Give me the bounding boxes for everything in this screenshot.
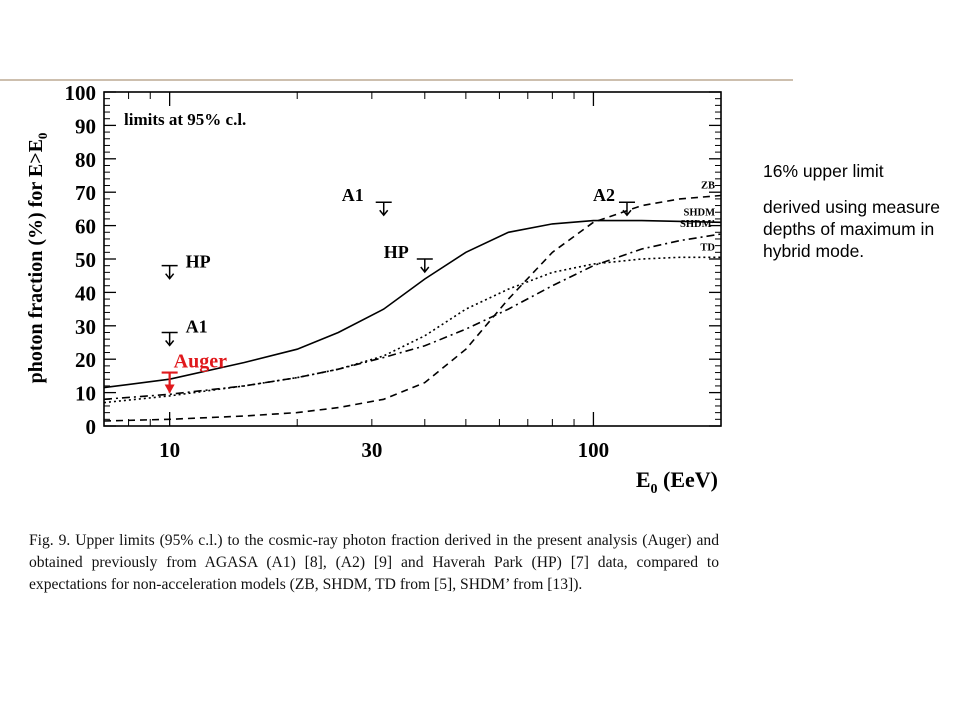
upper-limit-arrowhead-a1-10 xyxy=(165,340,175,347)
upper-limit-label-auger-10: Auger xyxy=(174,351,227,373)
upper-limit-arrowhead-hp-40 xyxy=(420,266,430,274)
upper-limit-arrowhead-a1-32 xyxy=(379,209,389,217)
y-tick-label: 70 xyxy=(75,181,96,205)
y-tick-label: 60 xyxy=(75,215,96,239)
slide-side-note: 16% upper limit derived using measure de… xyxy=(763,160,953,262)
series-label-zb: ZB xyxy=(701,181,715,192)
side-note-body: derived using measure depths of maximum … xyxy=(763,197,941,261)
y-tick-label: 30 xyxy=(75,315,96,339)
y-axis-label: photon fraction (%) for E>E0 xyxy=(25,133,50,384)
y-tick-label: 20 xyxy=(75,348,96,372)
upper-limit-arrowhead-a2-120 xyxy=(622,209,632,217)
title-divider-rule xyxy=(0,79,793,81)
y-tick-label: 10 xyxy=(75,382,96,406)
inset-label: limits at 95% c.l. xyxy=(124,110,246,129)
upper-limit-label-hp-10: HP xyxy=(186,252,211,272)
y-tick-label: 100 xyxy=(65,81,97,105)
upper-limit-arrowhead-auger-10 xyxy=(164,384,175,394)
series-label-shdm: SHDM xyxy=(684,207,716,218)
series-line-zb xyxy=(103,194,722,422)
upper-limit-label-a1-32: A1 xyxy=(342,185,364,205)
y-tick-label: 80 xyxy=(75,148,96,172)
series-label-td: TD xyxy=(700,242,715,253)
series-line-shdm xyxy=(103,219,722,389)
upper-limit-label-hp-40: HP xyxy=(384,242,409,262)
side-note-title: 16% upper limit xyxy=(763,161,884,181)
upper-limit-label-a2-120: A2 xyxy=(593,185,615,205)
y-tick-label: 90 xyxy=(75,114,96,138)
x-tick-label: 10 xyxy=(159,438,180,462)
series-line-td xyxy=(103,256,721,404)
figure-caption: Fig. 9. Upper limits (95% c.l.) to the c… xyxy=(29,532,719,593)
y-tick-label: 40 xyxy=(75,281,96,305)
x-axis-label: E0 (EeV) xyxy=(636,467,718,497)
series-label-shdm-prime: SHDM’ xyxy=(680,219,715,230)
y-tick-label: 0 xyxy=(86,415,97,439)
upper-limit-arrowhead-hp-10 xyxy=(165,273,175,280)
x-tick-label: 30 xyxy=(361,438,382,462)
x-tick-label: 100 xyxy=(578,438,610,462)
photon-fraction-chart: 0 10 20 30 40 50 60 70 80 90 100 10 30 100 SHDM ZB SHDM… xyxy=(25,81,722,497)
upper-limit-label-a1-10: A1 xyxy=(186,316,208,336)
y-tick-label: 50 xyxy=(75,248,96,272)
